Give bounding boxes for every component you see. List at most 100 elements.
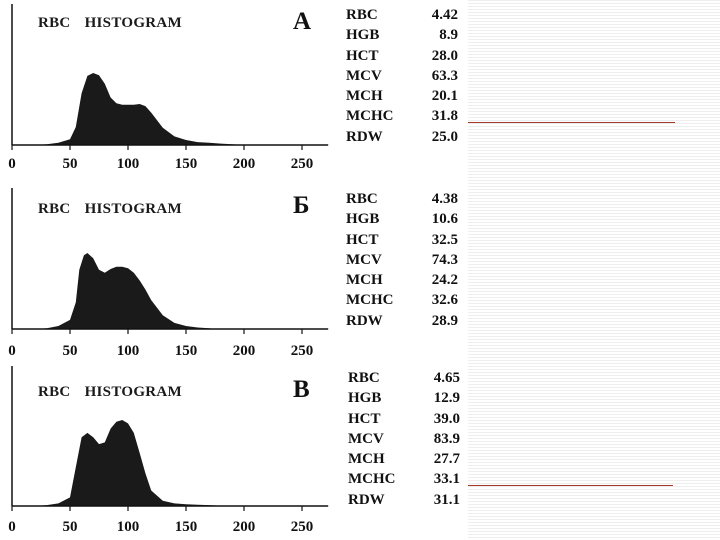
param-value: 63.3	[431, 67, 458, 84]
x-tick-label: 250	[291, 519, 314, 535]
title-rbc: RBC	[38, 201, 71, 217]
x-tick-label: 0	[8, 156, 16, 172]
param-name: MCV	[348, 430, 384, 447]
param-row: MCHC 31.8	[346, 108, 466, 128]
param-value: 8.9	[439, 27, 458, 44]
panel-letter: А	[293, 8, 312, 35]
param-name: MCH	[346, 272, 383, 289]
background-stripes	[468, 0, 720, 540]
param-name: HCT	[348, 410, 381, 427]
param-row: RDW 28.9	[346, 313, 466, 333]
param-name: HCT	[346, 231, 379, 248]
histogram-area	[35, 420, 233, 506]
param-value: 31.1	[433, 491, 460, 508]
histogram-chart: 0 50 100 150 200 250	[8, 366, 329, 535]
histogram-panel-b: 0 50 100 150 200 250 RBC HISTOGRAM Б RBC 4.38 H…	[0, 184, 470, 364]
param-name: RDW	[346, 128, 383, 145]
title-histogram: HISTOGRAM	[84, 201, 183, 217]
histogram-panel-c: 0 50 100 150 200 250 RBC HISTOGRAM В RBC 4.65 H…	[0, 360, 470, 540]
param-name: RBC	[346, 191, 378, 207]
title-histogram: HISTOGRAM	[84, 384, 183, 400]
histogram-chart: 0 50 100 150 200 250	[8, 188, 329, 359]
x-tick-label: 200	[233, 156, 256, 172]
x-tick-label: 0	[8, 343, 16, 359]
param-name: RDW	[346, 312, 383, 329]
param-value: 33.1	[433, 471, 460, 488]
param-value: 39.0	[433, 410, 460, 427]
param-row: RDW 25.0	[346, 129, 466, 149]
param-row: MCH 24.2	[346, 272, 466, 292]
param-row: HCT 28.0	[346, 48, 466, 68]
param-value: 83.9	[433, 430, 460, 447]
x-tick-label: 150	[175, 519, 198, 535]
histogram-area	[35, 73, 245, 145]
param-row: MCH 27.7	[348, 451, 468, 471]
param-row: HCT 32.5	[346, 232, 466, 252]
param-row: RBC 4.42	[346, 7, 466, 27]
chart-title: RBC HISTOGRAM	[38, 201, 182, 218]
param-row: RBC 4.38	[346, 191, 466, 211]
param-row: HCT 39.0	[348, 411, 468, 431]
param-name: HCT	[346, 47, 379, 64]
param-value: 25.0	[431, 128, 458, 145]
param-row: MCV 63.3	[346, 68, 466, 88]
param-name: MCHC	[346, 292, 394, 309]
title-rbc: RBC	[38, 15, 71, 31]
param-value: 4.65	[433, 370, 460, 386]
x-tick-label: 100	[117, 343, 140, 359]
param-name: HGB	[346, 27, 380, 44]
param-row: MCHC 32.6	[346, 292, 466, 312]
param-row: MCHC 33.1	[348, 471, 468, 491]
param-name: MCHC	[348, 471, 396, 488]
title-histogram: HISTOGRAM	[84, 15, 183, 31]
chart-title: RBC HISTOGRAM	[38, 15, 182, 32]
param-name: MCV	[346, 251, 382, 268]
param-row: MCH 20.1	[346, 88, 466, 108]
params-list: RBC 4.38 HGB 10.6 HCT 32.5 MCV 74.3 MCH 24.2 …	[346, 191, 466, 333]
x-tick-label: 50	[63, 343, 78, 359]
param-value: 32.5	[431, 231, 458, 248]
x-tick-label: 250	[291, 156, 314, 172]
chart-title: RBC HISTOGRAM	[38, 384, 182, 401]
param-value: 4.42	[431, 7, 458, 23]
param-value: 12.9	[433, 390, 460, 407]
param-row: HGB 12.9	[348, 390, 468, 410]
accent-line-top	[468, 122, 675, 123]
param-value: 27.7	[433, 451, 460, 468]
params-list: RBC 4.65 HGB 12.9 HCT 39.0 MCV 83.9 MCH 27.7 …	[348, 370, 468, 512]
param-name: RDW	[348, 491, 385, 508]
histogram-chart: 0 50 100 150 200 250	[8, 4, 329, 172]
param-row: HGB 8.9	[346, 27, 466, 47]
param-name: RBC	[346, 7, 378, 23]
param-row: MCV 83.9	[348, 431, 468, 451]
panel-letter: Б	[293, 192, 310, 219]
param-name: MCV	[346, 67, 382, 84]
param-value: 31.8	[431, 108, 458, 125]
param-value: 10.6	[431, 211, 458, 228]
param-row: MCV 74.3	[346, 252, 466, 272]
histogram-panel-a: 0 50 100 150 200 250 RBC HISTOGRAM А RBC 4.42 H…	[0, 0, 470, 180]
panel-letter: В	[293, 376, 310, 403]
params-list: RBC 4.42 HGB 8.9 HCT 28.0 MCV 63.3 MCH 20.1 M…	[346, 7, 466, 149]
x-tick-label: 0	[8, 519, 16, 535]
x-tick-label: 150	[175, 156, 198, 172]
param-name: MCHC	[346, 108, 394, 125]
x-tick-label: 100	[117, 519, 140, 535]
param-row: HGB 10.6	[346, 211, 466, 231]
x-tick-label: 50	[63, 519, 78, 535]
param-value: 28.9	[431, 312, 458, 329]
param-row: RBC 4.65	[348, 370, 468, 390]
x-tick-label: 50	[63, 156, 78, 172]
param-row: RDW 31.1	[348, 492, 468, 512]
param-name: MCH	[348, 451, 385, 468]
x-tick-label: 100	[117, 156, 140, 172]
histogram-area	[35, 253, 216, 329]
x-tick-label: 200	[233, 519, 256, 535]
param-value: 4.38	[431, 191, 458, 207]
param-value: 24.2	[431, 272, 458, 289]
param-value: 74.3	[431, 251, 458, 268]
param-name: HGB	[346, 211, 380, 228]
x-tick-label: 250	[291, 343, 314, 359]
param-value: 20.1	[431, 88, 458, 105]
x-tick-label: 200	[233, 343, 256, 359]
